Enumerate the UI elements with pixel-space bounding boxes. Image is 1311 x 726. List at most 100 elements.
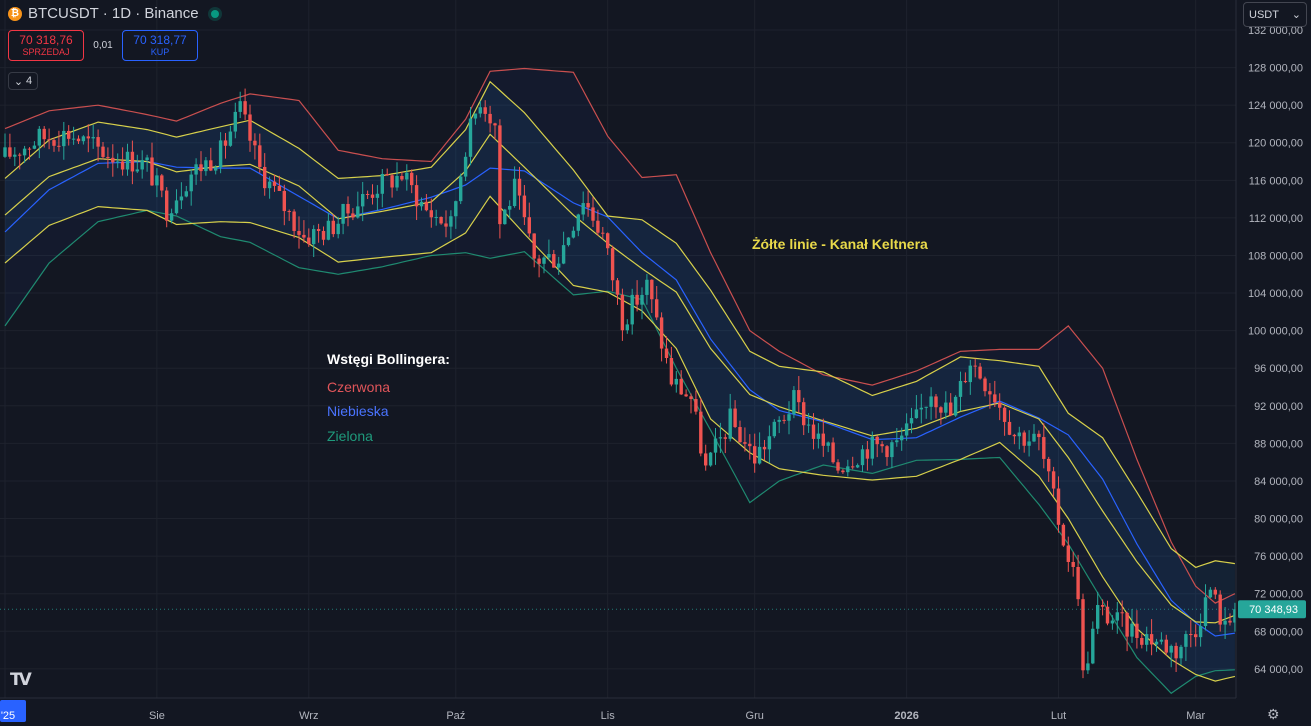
indicators-toggle-button[interactable]: ⌄ 4 <box>8 72 38 90</box>
candle <box>958 371 963 412</box>
candle <box>277 175 282 192</box>
candle-body <box>630 294 634 325</box>
candle-body <box>571 230 576 238</box>
candle-body <box>532 233 536 259</box>
candle-body <box>160 175 164 191</box>
candle-body <box>228 131 233 146</box>
gear-icon[interactable]: ⚙ <box>1267 706 1280 722</box>
bollinger-upper-line <box>4 67 1236 604</box>
candle-body <box>1120 612 1124 614</box>
candle-body <box>958 380 963 397</box>
time-tick-label: '25 <box>1 710 15 722</box>
candle-body <box>816 433 821 439</box>
buy-button[interactable]: 70 318,77 KUP <box>122 30 198 61</box>
candle <box>228 125 233 147</box>
candle-body <box>821 433 825 446</box>
time-axis[interactable]: '25 Sie Wrz Paź Lis Gru 2026 Lut Mar <box>0 697 1311 726</box>
sell-button[interactable]: 70 318,76 SPRZEDAJ <box>8 30 84 61</box>
candle <box>797 376 801 413</box>
candle-body <box>444 223 448 227</box>
tradingview-logo-icon[interactable]: TV <box>10 670 32 690</box>
symbol-header[interactable]: ₿ BTCUSDT · 1D · Binance <box>8 5 219 22</box>
candle <box>1145 626 1149 652</box>
candle-body <box>909 418 914 424</box>
candle <box>263 153 267 196</box>
candle-body <box>1125 612 1129 637</box>
candle-body <box>875 436 879 445</box>
candle <box>860 445 865 473</box>
candle-body <box>993 394 997 403</box>
candle <box>694 390 698 415</box>
candle-body <box>944 402 948 413</box>
candle <box>806 413 811 433</box>
candle-body <box>307 237 311 245</box>
candle <box>542 256 546 274</box>
grid <box>0 0 1236 698</box>
candle-body <box>150 157 154 186</box>
candle-body <box>429 210 433 218</box>
candle <box>1164 634 1168 656</box>
candle <box>390 174 394 198</box>
candle <box>1002 406 1007 436</box>
candle-body <box>684 394 688 397</box>
candle <box>498 119 502 239</box>
candle <box>689 393 693 414</box>
candle-body <box>365 193 370 195</box>
candle-body <box>96 137 100 147</box>
candle-body <box>723 437 727 439</box>
candle-body <box>390 175 394 188</box>
candle-body <box>312 229 316 245</box>
candle <box>1047 456 1051 482</box>
candle-body <box>547 254 551 258</box>
candle <box>963 372 968 384</box>
candle <box>508 200 512 219</box>
candle <box>326 212 331 241</box>
candle <box>949 393 953 417</box>
candle-body <box>949 402 953 416</box>
candle <box>1149 619 1154 656</box>
candle <box>184 185 188 198</box>
candle-body <box>855 465 860 468</box>
candle-body <box>223 140 228 146</box>
candle <box>135 154 139 174</box>
candle-body <box>1179 646 1183 659</box>
candle <box>841 469 845 474</box>
candle-body <box>782 419 786 421</box>
candle <box>483 100 487 122</box>
candle-body <box>679 378 683 395</box>
candle-body <box>743 442 747 444</box>
candle <box>1159 632 1164 645</box>
candle <box>233 102 237 139</box>
candle <box>380 168 384 208</box>
candle <box>757 432 762 465</box>
candle <box>601 226 605 240</box>
candle <box>155 168 159 198</box>
symbol-title[interactable]: BTCUSDT · 1D · Binance <box>28 5 199 22</box>
candle <box>870 431 874 466</box>
candle <box>1228 613 1232 626</box>
candle <box>1071 551 1075 577</box>
candle <box>826 441 830 453</box>
candle <box>267 176 272 199</box>
candle-body <box>454 201 458 217</box>
candle <box>547 239 551 261</box>
candle-body <box>468 118 473 157</box>
candle-body <box>243 101 247 115</box>
candle-body <box>478 107 482 114</box>
sell-price: 70 318,76 <box>19 33 73 47</box>
candle-body <box>1159 639 1164 642</box>
candle-body <box>71 138 76 140</box>
candle <box>1130 609 1134 643</box>
candle-body <box>1012 434 1017 437</box>
candle <box>532 233 536 268</box>
candle-body <box>419 201 424 207</box>
candle <box>111 144 115 177</box>
candle <box>1184 630 1188 661</box>
candle <box>674 371 678 393</box>
candle <box>1189 620 1193 648</box>
candle-body <box>522 195 527 218</box>
currency-select[interactable]: USDT ⌄ <box>1243 2 1307 27</box>
candle <box>527 202 531 238</box>
candle-body <box>645 279 649 295</box>
